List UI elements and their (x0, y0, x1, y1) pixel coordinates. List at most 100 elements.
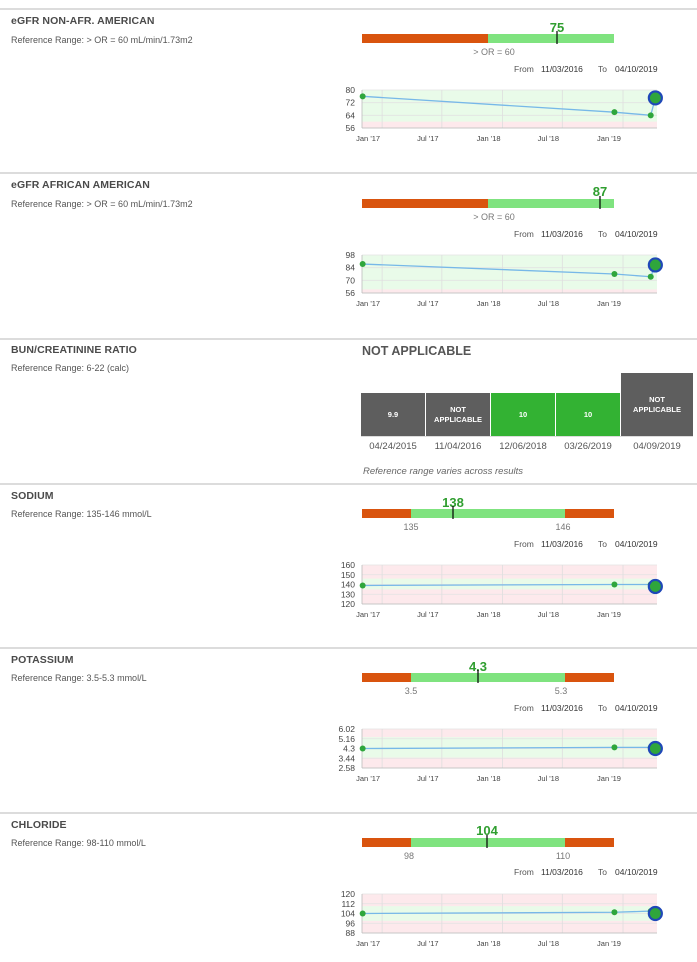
range-label-low: 98 (404, 851, 414, 861)
x-tick-label: Jan '19 (597, 774, 621, 783)
history-cell-value: 9.9 (387, 409, 399, 419)
x-tick-label: Jan '18 (477, 610, 501, 619)
result-status: NOT APPLICABLE (362, 344, 472, 358)
test-name: CHLORIDE (11, 819, 67, 831)
data-point (359, 261, 366, 268)
x-tick-label: Jan '19 (597, 299, 621, 308)
history-cell-latest: NOT APPLICABLE (621, 373, 693, 436)
y-tick-label: 2.58 (338, 763, 355, 773)
y-tick-label: 4.3 (343, 744, 355, 754)
x-tick-label: Jul '18 (538, 939, 559, 948)
range-gauge: 4.3 3.5 5.3 From 11/03/2016 To 04/10/201… (362, 659, 658, 713)
current-value: 87 (593, 184, 607, 199)
x-tick-label: Jan '17 (356, 774, 380, 783)
to-date: 04/10/2019 (615, 64, 658, 74)
data-point (611, 581, 618, 588)
test-name: POTASSIUM (11, 654, 74, 666)
to-label: To (598, 229, 607, 239)
to-date: 04/10/2019 (615, 867, 658, 877)
y-tick-label: 64 (346, 110, 356, 120)
range-label-low: > OR = 60 (473, 212, 515, 222)
y-tick-label: 88 (346, 928, 356, 938)
latest-point (647, 905, 663, 922)
history-baseline (361, 436, 693, 437)
from-label: From (514, 703, 534, 713)
current-value: 104 (476, 823, 498, 838)
current-value: 4.3 (469, 659, 487, 674)
range-label-high: 146 (555, 522, 570, 532)
current-value: 138 (442, 495, 464, 510)
panel-divider (0, 338, 697, 340)
reference-note: Reference range varies across results (363, 466, 523, 477)
from-label: From (514, 64, 534, 74)
reference-range: Reference Range: > OR = 60 mL/min/1.73m2 (11, 199, 193, 209)
y-tick-label: 5.16 (338, 734, 355, 744)
data-point (647, 273, 654, 280)
current-value: 75 (550, 20, 564, 35)
x-tick-label: Jan '17 (356, 939, 380, 948)
data-point (611, 109, 618, 116)
y-tick-label: 104 (341, 909, 355, 919)
to-date: 04/10/2019 (615, 539, 658, 549)
range-gauge: 138 135 146 From 11/03/2016 To 04/10/201… (362, 495, 658, 549)
history-cell-value: NOT APPLICABLE (633, 394, 681, 414)
history-date: 04/24/2015 (369, 441, 417, 452)
from-date: 11/03/2016 (541, 867, 583, 877)
y-tick-label: 3.44 (338, 753, 355, 763)
latest-point (647, 257, 663, 273)
range-bar-low (362, 34, 488, 43)
x-tick-label: Jan '18 (477, 134, 501, 143)
range-label-low: > OR = 60 (473, 47, 515, 57)
from-date: 11/03/2016 (541, 64, 583, 74)
test-name: BUN/CREATININE RATIO (11, 344, 137, 356)
x-tick-label: Jul '18 (538, 610, 559, 619)
y-tick-label: 70 (346, 275, 356, 285)
test-panel-bun-creatinine: BUN/CREATININE RATIO Reference Range: 6-… (0, 338, 697, 477)
range-bar-low (362, 199, 488, 208)
range-bar-normal (411, 509, 565, 518)
x-tick-label: Jul '18 (538, 774, 559, 783)
from-date: 11/03/2016 (541, 703, 583, 713)
history-cell-value: 10 (583, 409, 593, 419)
test-panel-sodium: SODIUM Reference Range: 135-146 mmol/L 1… (0, 483, 697, 619)
y-tick-label: 120 (341, 599, 355, 609)
x-tick-label: Jul '18 (538, 134, 559, 143)
history-cell-value: NOT APPLICABLE (434, 404, 482, 424)
range-bar-low (362, 509, 411, 518)
reference-range: Reference Range: 3.5-5.3 mmol/L (11, 673, 147, 683)
reference-range: Reference Range: 98-110 mmol/L (11, 838, 146, 848)
y-tick-label: 112 (341, 899, 355, 909)
history-date: 12/06/2018 (499, 441, 547, 452)
from-label: From (514, 229, 534, 239)
history-date: 04/09/2019 (633, 441, 681, 452)
data-point (359, 582, 366, 589)
range-label-high: 5.3 (555, 686, 568, 696)
history-cell: 9.9 (361, 393, 425, 436)
to-date: 04/10/2019 (615, 229, 658, 239)
latest-point (647, 90, 663, 106)
range-bar-high (565, 673, 614, 682)
from-date: 11/03/2016 (541, 539, 583, 549)
y-tick-label: 72 (346, 98, 356, 108)
range-gauge: 87 > OR = 60 From 11/03/2016 To 04/10/20… (362, 184, 658, 239)
range-label-high: 110 (556, 851, 570, 861)
x-tick-label: Jan '18 (477, 299, 501, 308)
chart-normal-band (362, 578, 657, 590)
y-tick-label: 140 (341, 580, 355, 590)
range-bar-low (362, 838, 411, 847)
x-tick-label: Jan '17 (356, 610, 380, 619)
x-tick-label: Jan '17 (356, 134, 380, 143)
to-label: To (598, 539, 607, 549)
test-panel-egfr-non-afr: eGFR NON-AFR. AMERICAN Reference Range: … (0, 0, 697, 172)
x-tick-label: Jan '19 (597, 939, 621, 948)
panel-divider (0, 8, 697, 10)
history-cell-value: 10 (518, 409, 528, 419)
latest-point (647, 578, 663, 595)
data-point (611, 909, 618, 916)
x-tick-label: Jul '18 (538, 299, 559, 308)
